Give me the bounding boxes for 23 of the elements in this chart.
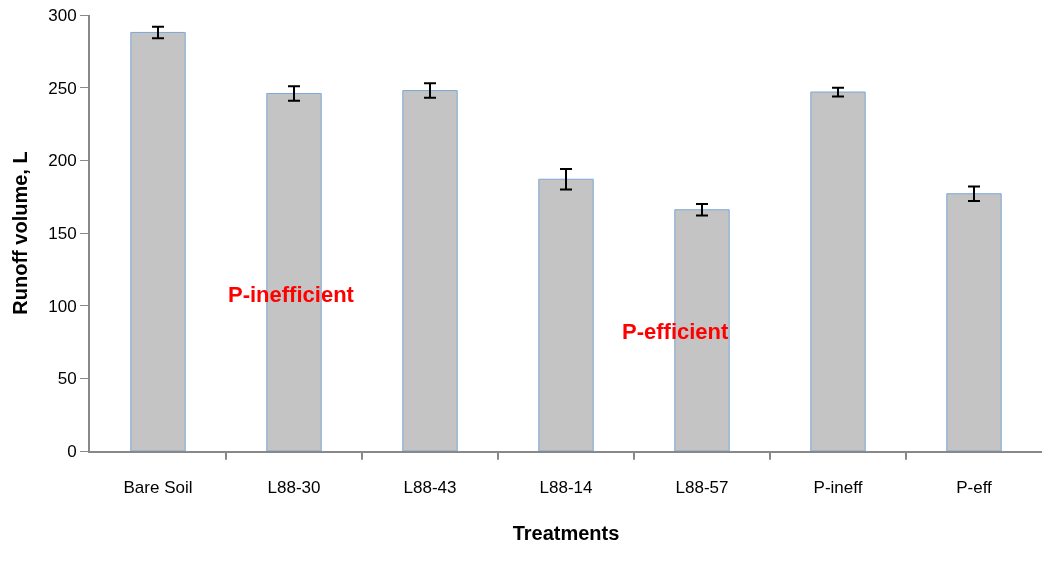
y-tick-label: 300 — [48, 5, 77, 25]
annotation: P-inefficient — [228, 282, 355, 307]
y-tick-label: 250 — [48, 78, 77, 98]
bar — [810, 91, 866, 451]
x-tick-label: P-ineff — [813, 478, 863, 498]
x-tick-label: L88-14 — [539, 478, 593, 498]
annotation: P-efficient — [622, 319, 730, 344]
y-tick-label: 0 — [67, 441, 77, 461]
y-axis-title: Runoff volume, L — [9, 151, 32, 315]
x-axis-title: Treatments — [512, 522, 620, 545]
x-tick-label: L88-43 — [403, 478, 457, 498]
bar — [402, 90, 458, 451]
x-tick-label: L88-30 — [267, 478, 321, 498]
x-tick-label: L88-57 — [675, 478, 729, 498]
bar — [538, 178, 594, 451]
y-tick-label: 50 — [57, 369, 77, 389]
x-tick-label: P-eff — [956, 478, 993, 498]
bar — [130, 31, 186, 451]
y-tick-label: 150 — [48, 223, 77, 243]
y-tick-label: 200 — [48, 151, 77, 171]
bar — [946, 193, 1002, 451]
x-tick-label: Bare Soil — [123, 478, 193, 498]
y-tick-label: 100 — [48, 296, 77, 316]
